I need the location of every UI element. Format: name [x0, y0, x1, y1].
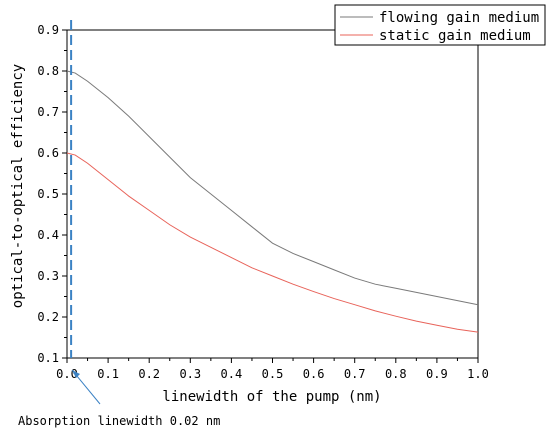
x-tick-label: 0.1	[97, 367, 119, 381]
legend-box	[334, 4, 546, 46]
x-tick-label: 0.7	[344, 367, 366, 381]
series-line-static	[66, 152, 479, 333]
x-tick-label: 0.6	[303, 367, 325, 381]
annotation-text: Absorption linewidth 0.02 nm	[18, 414, 220, 428]
x-tick-label: 0.5	[262, 367, 284, 381]
legend-label-flowing: flowing gain medium	[379, 10, 539, 26]
x-axis-label: linewidth of the pump (nm)	[162, 389, 381, 405]
x-tick-label: 0.9	[426, 367, 448, 381]
y-tick-label: 0.4	[37, 228, 59, 242]
y-tick-label: 0.1	[37, 351, 59, 365]
x-tick-label: 1.0	[467, 367, 489, 381]
legend: flowing gain medium static gain medium	[334, 4, 546, 46]
y-axis: 0.1 0.2 0.3 0.4 0.5 0.6 0.7 0.8 0.9	[37, 23, 67, 365]
x-tick-label: 0.8	[385, 367, 407, 381]
y-tick-label: 0.3	[37, 269, 59, 283]
y-tick-label: 0.8	[37, 64, 59, 78]
y-tick-label: 0.7	[37, 105, 59, 119]
y-tick-label: 0.9	[37, 23, 59, 37]
y-tick-label: 0.2	[37, 310, 59, 324]
series-lines	[66, 70, 479, 333]
y-tick-label: 0.5	[37, 187, 59, 201]
x-tick-label: 0.4	[221, 367, 243, 381]
plot-border	[66, 29, 479, 359]
x-tick-label: 0.2	[138, 367, 160, 381]
annotation-arrow	[71, 369, 101, 405]
legend-label-static: static gain medium	[379, 28, 531, 44]
x-axis: 0.0 0.1 0.2 0.3 0.4 0.5 0.6 0.7 0.8 0.9 1.0	[56, 358, 489, 381]
x-tick-label: 0.3	[179, 367, 201, 381]
y-axis-label: optical-to-optical efficiency	[10, 64, 26, 308]
series-line-flowing	[66, 70, 479, 306]
plot-frame	[66, 29, 479, 359]
y-tick-label: 0.6	[37, 146, 59, 160]
